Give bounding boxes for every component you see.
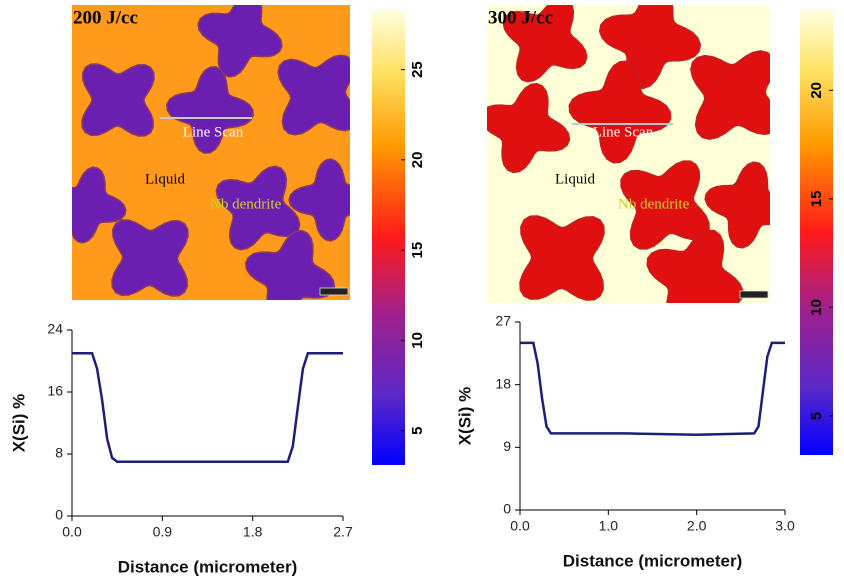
dendrite (519, 215, 605, 301)
colorbar (372, 10, 405, 465)
dendrite (197, 5, 283, 78)
y-tick-label: 8 (55, 445, 63, 461)
dendrite (277, 54, 350, 136)
data-line (72, 352, 343, 464)
y-tick-label: 9 (503, 438, 511, 454)
dendrite (690, 50, 770, 140)
x-tick-label: 0.0 (510, 518, 530, 534)
y-axis-label: X(Si) % (9, 394, 28, 453)
dendrite (215, 165, 301, 251)
map-title: 200 J/cc (73, 7, 138, 28)
colorbar-tick-label: 10 (808, 299, 825, 316)
y-tick-label: 18 (495, 375, 511, 391)
y-tick-label: 16 (47, 383, 63, 399)
dendrite (288, 158, 350, 242)
data-line (520, 341, 785, 437)
dendrite (704, 161, 770, 249)
map-title: 300 J/cc (488, 7, 553, 28)
dendrite (487, 82, 571, 174)
micrograph (487, 5, 770, 303)
x-tick-label: 1.8 (243, 524, 263, 540)
colorbar-tick-label: 15 (808, 191, 825, 208)
x-tick-label: 0.0 (62, 524, 82, 540)
colorbar-tick-label: 25 (409, 61, 426, 78)
y-tick-label: 0 (503, 501, 511, 517)
colorbar-tick-label: 15 (409, 242, 426, 259)
dendrite-label: Nb dendrite (210, 196, 282, 212)
dendrite (111, 219, 189, 297)
colorbar-tick-label: 20 (808, 82, 825, 99)
liquid-label: Liquid (145, 171, 185, 187)
dendrite (598, 5, 702, 90)
dendrite (72, 166, 127, 244)
dendrite (502, 5, 588, 83)
dendrite (166, 66, 254, 154)
line-scan-label: Line Scan (183, 124, 244, 140)
y-tick-label: 0 (55, 507, 63, 523)
x-tick-label: 2.7 (333, 524, 353, 540)
dendrite (646, 229, 744, 303)
colorbar-tick-label: 5 (409, 427, 426, 435)
micrograph (72, 5, 350, 300)
scale-bar (319, 287, 349, 296)
colorbar (800, 10, 833, 455)
scale-bar (739, 290, 769, 299)
x-tick-label: 3.0 (775, 518, 795, 534)
dendrite (568, 60, 672, 164)
dendrite (81, 63, 155, 137)
x-tick-label: 2.0 (687, 518, 707, 534)
colorbar-tick-label: 5 (808, 412, 825, 420)
y-tick-label: 27 (495, 313, 511, 329)
x-axis-label: Distance (micrometer) (563, 551, 743, 570)
dendrite (244, 229, 336, 300)
colorbar-tick-label: 20 (409, 152, 426, 169)
x-axis-label: Distance (micrometer) (118, 557, 298, 576)
x-tick-label: 1.0 (599, 518, 619, 534)
x-tick-label: 0.9 (153, 524, 173, 540)
dendrite-label: Nb dendrite (618, 196, 690, 212)
y-axis-label: X(Si) % (455, 387, 474, 446)
y-tick-label: 24 (47, 321, 63, 337)
liquid-label: Liquid (555, 171, 595, 187)
colorbar-tick-label: 10 (409, 332, 426, 349)
line-scan-label: Line Scan (593, 124, 654, 140)
dendrite (620, 160, 710, 250)
